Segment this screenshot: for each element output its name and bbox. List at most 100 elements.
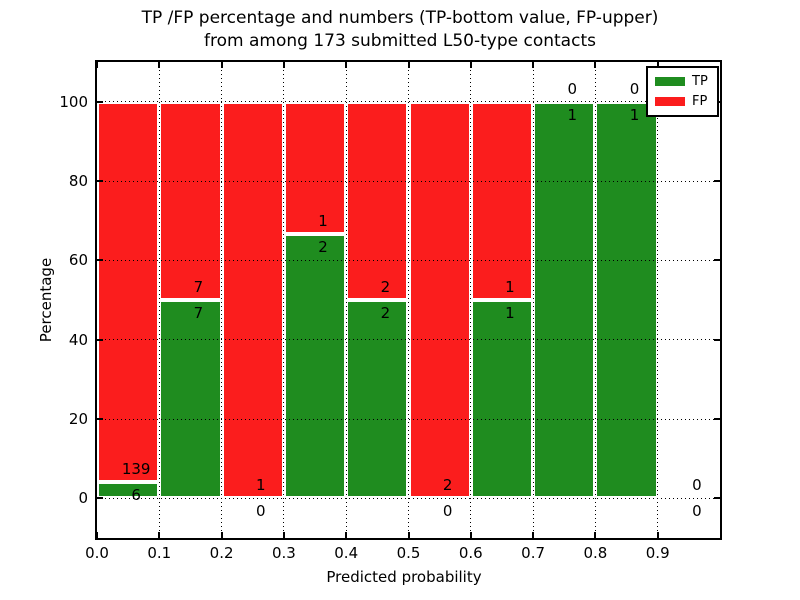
y-tick-label: 80 xyxy=(68,172,88,190)
bar-segment-tp xyxy=(97,481,160,499)
fp-count-label: 0 xyxy=(567,79,578,98)
x-tick-mark xyxy=(158,532,161,538)
x-axis-label: Predicted probability xyxy=(326,568,482,586)
bar-segment-tp xyxy=(159,300,222,499)
y-tick-mark xyxy=(97,180,103,182)
x-tick-mark xyxy=(594,532,597,538)
x-tick-mark xyxy=(345,62,348,68)
x-tick-mark xyxy=(220,532,223,538)
tp-count-label: 0 xyxy=(255,502,266,521)
x-tick-label: 0.4 xyxy=(334,544,359,562)
y-tick-mark xyxy=(97,259,103,262)
tp-count-label: 1 xyxy=(567,105,578,124)
x-gridline xyxy=(221,62,223,538)
y-tick-mark xyxy=(714,338,720,341)
legend: TP FP xyxy=(646,66,719,117)
x-tick-mark xyxy=(407,62,410,68)
y-tick-label: 0 xyxy=(78,489,88,508)
x-tick-mark xyxy=(594,62,597,68)
x-tick-mark xyxy=(345,532,348,538)
x-tick-label: 0.5 xyxy=(396,544,421,562)
bar-segment-fp xyxy=(159,101,222,300)
y-tick-label: 100 xyxy=(59,92,88,111)
y-axis-label: Percentage xyxy=(37,257,55,343)
x-tick-mark xyxy=(656,62,659,68)
bar-segment-tp xyxy=(595,101,658,499)
x-tick-mark xyxy=(532,62,535,68)
bar-segment-fp xyxy=(283,101,347,234)
x-tick-label: 0.3 xyxy=(271,544,296,562)
chart-title-line2: from among 173 submitted L50-type contac… xyxy=(204,31,596,51)
y-tick-mark xyxy=(97,100,103,103)
tp-count-label: 1 xyxy=(629,105,640,124)
legend-item-fp: FP xyxy=(655,95,710,108)
x-tick-mark xyxy=(220,62,223,68)
bar-segment-fp xyxy=(470,101,534,300)
x-tick-mark xyxy=(469,62,472,68)
x-tick-mark xyxy=(469,532,472,538)
tp-count-label: 2 xyxy=(318,237,328,256)
legend-item-tp: TP xyxy=(655,75,710,88)
bar-segment-tp xyxy=(283,233,347,499)
x-tick-mark xyxy=(96,532,98,538)
fp-count-label: 7 xyxy=(193,278,204,296)
y-gridline xyxy=(97,497,720,499)
bar-segment-tp xyxy=(346,300,409,499)
x-tick-mark xyxy=(282,532,285,538)
y-tick-mark xyxy=(97,338,103,341)
plot-area: 139 6 7 7 1 0 1 2 2 2 2 0 1 1 0 1 0 1 0 0 xyxy=(95,60,722,540)
tp-count-label: 2 xyxy=(380,304,391,322)
y-gridline xyxy=(97,259,720,261)
y-gridline xyxy=(97,180,720,182)
x-gridline xyxy=(345,62,347,538)
chart-title-line1: TP /FP percentage and numbers (TP-bottom… xyxy=(141,8,659,28)
bar-segment-tp xyxy=(533,101,596,499)
y-tick-mark xyxy=(97,418,103,420)
fp-count-label: 1 xyxy=(255,476,266,495)
y-tick-mark xyxy=(714,180,720,182)
x-gridline xyxy=(657,62,659,538)
bar-segment-fp xyxy=(408,101,471,499)
y-tick-label: 20 xyxy=(68,410,88,428)
tp-count-label: 1 xyxy=(505,304,515,322)
fp-count-label: 0 xyxy=(692,476,702,495)
tp-count-label: 7 xyxy=(193,304,204,322)
fp-count-label: 2 xyxy=(380,278,391,296)
x-gridline xyxy=(158,62,160,538)
y-tick-label: 40 xyxy=(68,330,88,349)
tp-count-label: 0 xyxy=(692,502,702,521)
y-gridline xyxy=(97,101,720,103)
x-tick-label: 0.0 xyxy=(85,544,109,562)
x-gridline xyxy=(283,62,285,538)
y-tick-mark xyxy=(714,259,720,262)
x-tick-label: 0.2 xyxy=(209,544,234,562)
tp-count-label: 0 xyxy=(442,502,453,521)
bar-segment-fp xyxy=(346,101,409,300)
fp-swatch-icon xyxy=(655,97,685,106)
x-gridline xyxy=(532,62,534,538)
x-tick-label: 0.1 xyxy=(147,544,172,562)
tp-swatch-icon xyxy=(655,77,685,86)
x-gridline xyxy=(594,62,596,538)
fp-count-label: 1 xyxy=(505,278,515,296)
x-tick-mark xyxy=(656,532,659,538)
fp-count-label: 139 xyxy=(121,459,151,478)
x-tick-mark xyxy=(282,62,285,68)
x-tick-mark xyxy=(158,62,161,68)
x-tick-mark xyxy=(532,532,535,538)
y-gridline xyxy=(97,418,720,420)
y-tick-label: 60 xyxy=(68,251,88,270)
x-tick-label: 0.8 xyxy=(583,544,608,562)
bar-segment-tp xyxy=(470,300,534,499)
y-tick-mark xyxy=(714,418,720,420)
x-tick-mark xyxy=(96,62,98,68)
tp-count-label: 6 xyxy=(131,485,141,504)
y-gridline xyxy=(97,339,720,341)
fp-count-label: 2 xyxy=(442,476,453,495)
x-tick-label: 0.7 xyxy=(521,544,546,562)
x-gridline xyxy=(470,62,472,538)
fp-count-label: 1 xyxy=(318,211,328,230)
legend-label-fp: FP xyxy=(692,94,708,109)
y-tick-mark xyxy=(714,497,720,500)
